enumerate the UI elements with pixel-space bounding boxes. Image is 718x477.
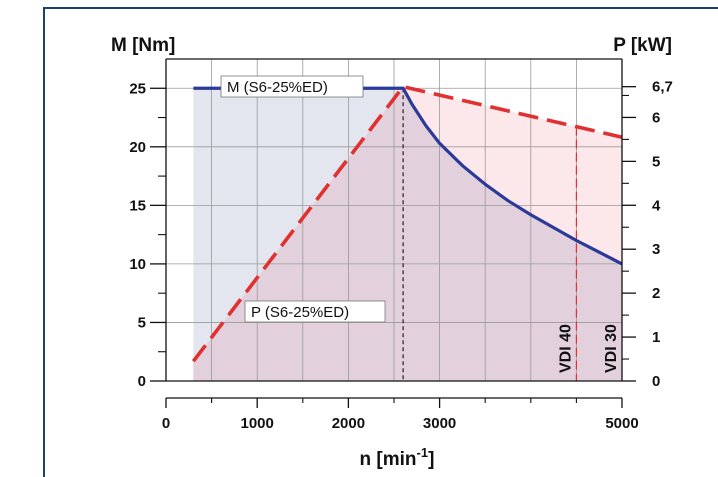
y-left-tick-label: 15 xyxy=(129,197,146,214)
y-right-tick-label: 6,7 xyxy=(652,79,673,96)
right-axis-title: P [kW] xyxy=(613,35,672,56)
left-axis-title: M [Nm] xyxy=(111,35,175,56)
torque-line xyxy=(193,86,623,266)
y-left-tick-label: 20 xyxy=(129,139,146,156)
axes xyxy=(150,58,636,408)
torque-series-label: M (S6-25%ED) xyxy=(220,75,364,98)
x-tick-label: 0 xyxy=(162,415,170,432)
y-left-tick-label: 0 xyxy=(138,373,146,390)
x-tick-label: 5000 xyxy=(605,415,638,432)
y-right-tick-label: 5 xyxy=(652,153,660,170)
x-axis-title: n [min-1] xyxy=(360,445,435,470)
y-right-tick-label: 0 xyxy=(652,373,660,390)
y-right-tick-label: 3 xyxy=(652,241,660,258)
torque-label-box xyxy=(220,75,364,98)
vdi30-label: VDI 30 xyxy=(603,324,620,373)
vdi40-label: VDI 40 xyxy=(557,324,574,373)
y-left-tick-label: 5 xyxy=(138,314,146,331)
x-tick-label: 3000 xyxy=(423,415,456,432)
torque-label-text: M (S6-25%ED) xyxy=(227,79,328,96)
frame-border xyxy=(43,7,718,477)
labels: M [Nm] P [kW] n [min-1] 0 1000 2000 3000 500… xyxy=(111,35,673,470)
y-right-tick-label: 1 xyxy=(652,329,660,346)
y-right-tick-label: 2 xyxy=(652,285,660,302)
series-lines xyxy=(191,84,623,363)
y-right-tick-label: 6 xyxy=(652,109,660,126)
y-right-tick-label: 4 xyxy=(652,197,661,214)
x-tick-label: 1000 xyxy=(241,415,274,432)
y-left-tick-label: 25 xyxy=(129,80,146,97)
power-label-text: P (S6-25%ED) xyxy=(251,304,349,321)
power-label-box xyxy=(244,300,386,323)
x-tick-label: 2000 xyxy=(332,415,365,432)
y-left-tick-label: 10 xyxy=(129,256,146,273)
power-line xyxy=(191,84,623,363)
power-series-label: P (S6-25%ED) xyxy=(244,300,386,323)
